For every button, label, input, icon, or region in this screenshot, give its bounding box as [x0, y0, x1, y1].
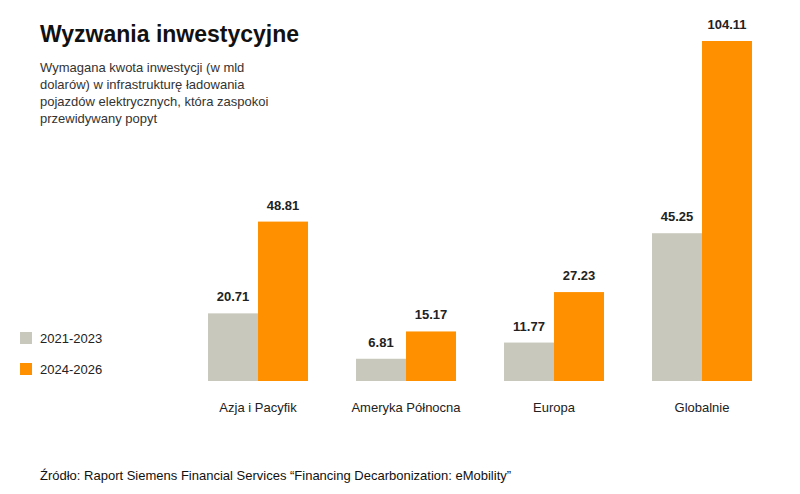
x-tick: Azja i Pacyfik [219, 400, 297, 415]
bar [356, 359, 406, 381]
subtitle: Wymagana kwota inwestycji (w mld [40, 60, 244, 75]
data-label: 45.25 [661, 209, 694, 224]
x-tick: Ameryka Północna [351, 400, 461, 415]
legend: 2021-2023 2024-2026 [20, 331, 102, 377]
data-labels: 20.71 6.81 11.77 45.25 48.81 15.17 27.23 104.11 [217, 17, 747, 350]
x-tick-label: Europa [533, 400, 576, 415]
bar [258, 222, 308, 381]
bar [504, 343, 554, 381]
legend-label: 2024-2026 [40, 362, 102, 377]
data-label: 27.23 [563, 268, 596, 283]
data-label: 48.81 [267, 198, 300, 213]
subtitle: dolarów) w infrastrukturę ładowania [40, 77, 245, 92]
x-tick: Europa [533, 400, 576, 415]
x-tick: Globalnie [675, 400, 730, 415]
data-label: 20.71 [217, 289, 250, 304]
title: Wyzwania inwestycyjne [40, 21, 299, 47]
bar [406, 331, 456, 381]
bar [702, 41, 752, 381]
x-axis: Azja i Pacyfik Ameryka Północna Europa Glob… [219, 400, 729, 415]
legend-swatch [20, 363, 32, 375]
legend-label: 2021-2023 [40, 331, 102, 346]
bar [208, 313, 258, 381]
chart: Wyzwania inwestycyjne Wymagana kwota inwe… [0, 0, 800, 494]
legend-swatch [20, 332, 32, 344]
data-label: 6.81 [368, 335, 393, 350]
source: Źródło: Raport Siemens Financial Service… [40, 468, 511, 483]
bar [652, 233, 702, 381]
data-label: 104.11 [707, 17, 746, 32]
bars [208, 41, 752, 381]
x-tick-label: Azja i Pacyfik [219, 400, 297, 415]
bar [554, 292, 604, 381]
subtitle: przewidywany popyt [40, 111, 157, 126]
data-label: 15.17 [415, 307, 448, 322]
x-tick-label: Globalnie [675, 400, 730, 415]
subtitle: pojazdów elektrycznych, która zaspokoi [40, 94, 268, 109]
data-label: 11.77 [513, 319, 545, 334]
x-tick-label: Ameryka Północna [351, 400, 461, 415]
